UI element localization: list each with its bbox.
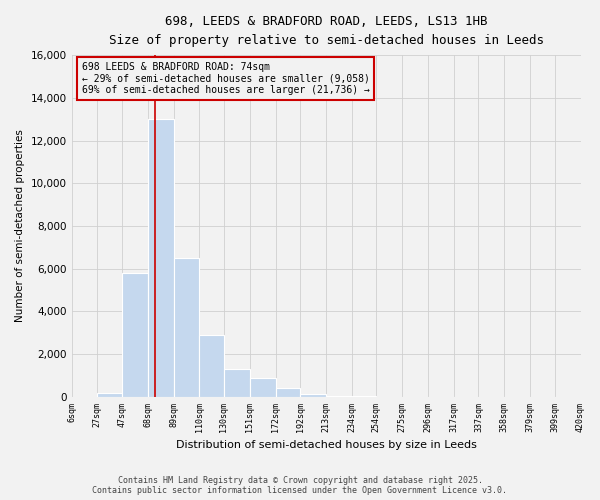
Text: 698 LEEDS & BRADFORD ROAD: 74sqm
← 29% of semi-detached houses are smaller (9,05: 698 LEEDS & BRADFORD ROAD: 74sqm ← 29% o…: [82, 62, 370, 95]
Bar: [224, 369, 250, 397]
X-axis label: Distribution of semi-detached houses by size in Leeds: Distribution of semi-detached houses by …: [176, 440, 476, 450]
Y-axis label: Number of semi-detached properties: Number of semi-detached properties: [15, 130, 25, 322]
Bar: [326, 396, 352, 397]
Bar: [199, 335, 224, 397]
Bar: [148, 119, 173, 397]
Text: Contains HM Land Registry data © Crown copyright and database right 2025.
Contai: Contains HM Land Registry data © Crown c…: [92, 476, 508, 495]
Bar: [97, 392, 122, 397]
Bar: [122, 273, 148, 397]
Bar: [275, 388, 300, 397]
Bar: [300, 394, 326, 397]
Title: 698, LEEDS & BRADFORD ROAD, LEEDS, LS13 1HB
Size of property relative to semi-de: 698, LEEDS & BRADFORD ROAD, LEEDS, LS13 …: [109, 15, 544, 47]
Bar: [250, 378, 275, 397]
Bar: [173, 258, 199, 397]
